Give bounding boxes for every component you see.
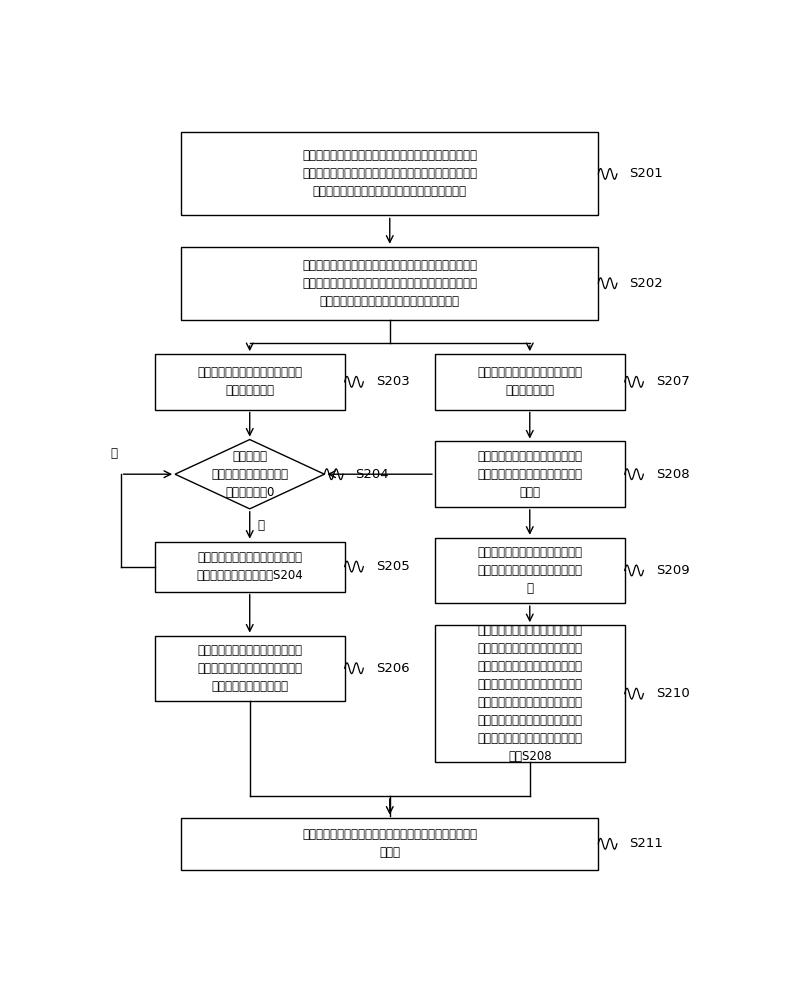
Text: 以帧为单位读取所述参考缓存区中
的音频信号数据: 以帧为单位读取所述参考缓存区中 的音频信号数据 bbox=[197, 366, 302, 397]
Bar bbox=[155, 636, 344, 701]
Text: S211: S211 bbox=[629, 837, 662, 850]
Text: S208: S208 bbox=[655, 468, 689, 481]
Text: 在基于音频输出设备播放包含音频测试信号的音频信号数
据时，获取所述音频信号数据并存放于设定的参考缓存区
中，其中，所述音频测试信号为至少一路单频信号: 在基于音频输出设备播放包含音频测试信号的音频信号数 据时，获取所述音频信号数据并… bbox=[302, 149, 476, 198]
Bar bbox=[155, 354, 344, 410]
Text: S206: S206 bbox=[375, 662, 409, 675]
Text: S209: S209 bbox=[655, 564, 689, 577]
Text: 确定当前帧的音频信号数据中包含
了所述音频测试信号，记所述当前
帧的帧号为第一时间信息: 确定当前帧的音频信号数据中包含 了所述音频测试信号，记所述当前 帧的帧号为第一时… bbox=[197, 644, 302, 693]
Text: S203: S203 bbox=[375, 375, 409, 388]
Text: 如果所述测试能量值大于设定阈值
且所述测试能量值与所述当前帧总
能量值的比值大于设定参数值，则
确定当前帧的输入信号数据中包含
了所述关联信号数据，记所述当前
: 如果所述测试能量值大于设定阈值 且所述测试能量值与所述当前帧总 能量值的比值大于… bbox=[476, 624, 581, 763]
Bar bbox=[181, 818, 597, 870]
Text: S204: S204 bbox=[355, 468, 389, 481]
Bar bbox=[435, 625, 624, 762]
Bar bbox=[435, 538, 624, 603]
Text: S207: S207 bbox=[655, 375, 689, 388]
Bar bbox=[435, 354, 624, 410]
Text: 否: 否 bbox=[111, 447, 118, 460]
Text: 确定所述当前帧中输入信号数据对
应的总能量值，记为当前帧总能量
值: 确定所述当前帧中输入信号数据对 应的总能量值，记为当前帧总能量 值 bbox=[476, 546, 581, 595]
Text: S210: S210 bbox=[655, 687, 689, 700]
Bar bbox=[181, 247, 597, 320]
Polygon shape bbox=[175, 440, 324, 509]
Bar bbox=[181, 132, 597, 215]
Text: S205: S205 bbox=[375, 560, 409, 573]
Bar bbox=[155, 542, 344, 592]
Text: 基于所述第一时间信息以及所述第二时间信息确定所述回
声时延: 基于所述第一时间信息以及所述第二时间信息确定所述回 声时延 bbox=[302, 828, 476, 859]
Text: S202: S202 bbox=[629, 277, 662, 290]
Text: 以帧为单位读取所述输入缓存区中
的输入信号数据: 以帧为单位读取所述输入缓存区中 的输入信号数据 bbox=[476, 366, 581, 397]
Text: 读取所述参考缓存区中下一帧的音
频信号数据，并返回步骤S204: 读取所述参考缓存区中下一帧的音 频信号数据，并返回步骤S204 bbox=[196, 551, 302, 582]
Text: S201: S201 bbox=[629, 167, 662, 180]
Text: 确定所获取
的当前帧中音频信号数据
的数值是否为0: 确定所获取 的当前帧中音频信号数据 的数值是否为0 bbox=[211, 450, 288, 499]
Text: 是: 是 bbox=[257, 519, 264, 532]
Bar bbox=[435, 441, 624, 507]
Text: 获取基于音频输入设备拾取的输入信号数据，并将所述输
入信号数据存放于输入缓存区中，其中，所述输入信号数
据中包含了所述音频测试信号的关联信号数据: 获取基于音频输入设备拾取的输入信号数据，并将所述输 入信号数据存放于输入缓存区中… bbox=[302, 259, 476, 308]
Text: 确定所述关联信号数据在所获取的
当前帧中对应的能量值，记为测试
能量值: 确定所述关联信号数据在所获取的 当前帧中对应的能量值，记为测试 能量值 bbox=[476, 450, 581, 499]
